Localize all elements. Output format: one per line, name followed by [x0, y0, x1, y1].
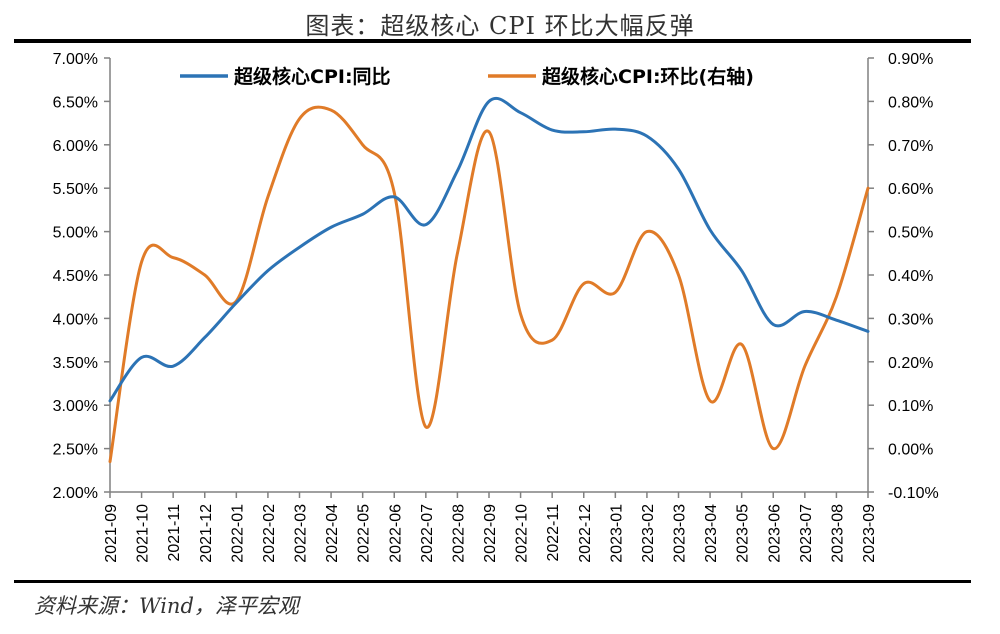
legend: 超级核心CPI:同比 超级核心CPI:环比(右轴): [180, 65, 754, 88]
left-tick-label: 4.00%: [53, 311, 98, 328]
x-tick-label: 2022-07: [419, 504, 436, 563]
series-lines: [108, 96, 870, 464]
x-tick-label: 2022-12: [577, 504, 594, 563]
x-tick-label: 2023-08: [829, 504, 846, 563]
right-tick-label: 0.00%: [888, 442, 933, 459]
x-tick-label: 2023-07: [798, 504, 815, 563]
x-tick-label: 2022-11: [545, 504, 562, 562]
x-tick-label: 2023-01: [608, 504, 625, 563]
left-tick-label: 3.50%: [53, 355, 98, 372]
series-line-yoy: [108, 96, 870, 403]
left-tick-label: 2.00%: [53, 485, 98, 502]
right-tick-label: 0.10%: [888, 398, 933, 415]
right-tick-label: 0.30%: [888, 311, 933, 328]
x-tick-label: 2022-10: [514, 504, 531, 563]
left-tick-label: 6.00%: [53, 138, 98, 155]
legend-item-mom-label: 超级核心CPI:环比(右轴): [541, 65, 754, 88]
x-tick-label: 2022-05: [356, 504, 373, 563]
x-tick-label: 2023-06: [766, 504, 783, 563]
left-tick-label: 2.50%: [53, 442, 98, 459]
left-tick-label: 3.00%: [53, 398, 98, 415]
right-tick-label: 0.60%: [888, 181, 933, 198]
top-rule: [14, 39, 971, 43]
x-tick-label: 2022-02: [261, 504, 278, 563]
right-tick-label: 0.80%: [888, 94, 933, 111]
left-tick-label: 5.50%: [53, 181, 98, 198]
right-tick-label: 0.90%: [888, 51, 933, 68]
x-tick-label: 2023-02: [640, 504, 657, 563]
left-tick-label: 6.50%: [53, 94, 98, 111]
x-tick-label: 2021-10: [135, 504, 152, 563]
axes: 2.00% 2.50% 3.00% 3.50% 4.00% 4.50% 5.00% 5.50%…: [53, 51, 939, 563]
x-tick-label: 2022-04: [324, 504, 341, 563]
x-tick-label: 2023-09: [861, 504, 878, 563]
right-tick-label: 0.40%: [888, 268, 933, 285]
x-tick-label: 2023-04: [703, 504, 720, 563]
x-tick-label: 2022-06: [387, 504, 404, 563]
legend-item-yoy-label: 超级核心CPI:同比: [233, 65, 391, 88]
x-tick-label: 2023-03: [672, 504, 689, 563]
right-tick-label: -0.10%: [888, 485, 939, 502]
x-tick-label: 2022-09: [482, 504, 499, 563]
series-line-mom: [108, 105, 870, 464]
left-tick-label: 4.50%: [53, 268, 98, 285]
x-tick-label: 2022-03: [293, 504, 310, 563]
x-tick-label: 2023-05: [735, 504, 752, 563]
bottom-rule: [14, 580, 971, 583]
x-tick-label: 2022-08: [450, 504, 467, 563]
right-tick-label: 0.20%: [888, 355, 933, 372]
chart-title: 图表：超级核心 CPI 环比大幅反弹: [305, 12, 695, 40]
x-tick-label: 2021-09: [103, 504, 120, 563]
x-tick-label: 2021-12: [198, 504, 215, 563]
x-tick-label: 2021-11: [166, 504, 183, 562]
right-tick-label: 0.70%: [888, 138, 933, 155]
x-tick-label: 2022-01: [229, 504, 246, 563]
left-tick-label: 5.00%: [53, 225, 98, 242]
source-note: 资料来源：Wind，泽平宏观: [34, 594, 299, 618]
right-tick-label: 0.50%: [888, 225, 933, 242]
left-tick-label: 7.00%: [53, 51, 98, 68]
